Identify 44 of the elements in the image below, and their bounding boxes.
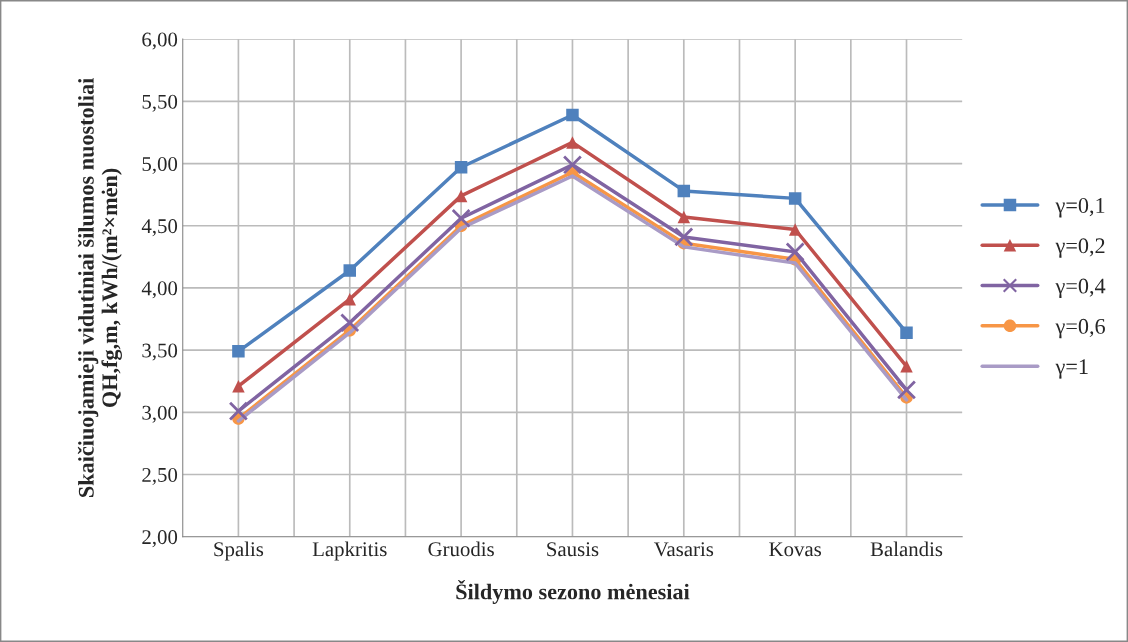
point: [454, 161, 468, 174]
x-tick-label: Spalis: [214, 541, 264, 561]
point: [562, 155, 583, 175]
point: [788, 223, 802, 236]
y-tick-label: 4,00: [141, 281, 178, 299]
point: [343, 292, 357, 306]
x-tick-label: Gruodis: [428, 541, 494, 557]
legend-label: γ=0,6: [1055, 318, 1105, 339]
point: [788, 192, 802, 205]
point: [677, 184, 691, 198]
point: [566, 136, 579, 149]
legend-label: γ=1: [1055, 359, 1088, 379]
point: [340, 313, 360, 333]
point: [232, 345, 245, 358]
legend-label: γ=0,1: [1055, 197, 1105, 218]
point: [228, 401, 249, 421]
x-axis-title: Šildymo sezono mėnesiai: [456, 579, 690, 604]
point: [232, 379, 245, 393]
point: [454, 189, 468, 203]
point: [566, 108, 579, 122]
y-axis-title: Skaičiuojamieji vidutiniai šilumos nuostoliai QH,fg,m, kWh/(m²×mėn): [77, 78, 122, 497]
y-tick-label: 5,00: [142, 156, 178, 174]
point: [677, 210, 691, 224]
point: [674, 227, 694, 247]
legend-label: γ=0,2: [1055, 238, 1105, 258]
legend-label: γ=0,4: [1055, 278, 1106, 299]
y-tick-label: 4,50: [141, 219, 178, 237]
y-tick-label: 3,00: [142, 405, 178, 423]
point: [785, 242, 805, 262]
x-tick-label: Sausis: [547, 542, 599, 557]
y-tick-label: 6,00: [142, 32, 178, 50]
x-tick-label: Kovas: [769, 542, 822, 557]
x-tick-label: Vasaris: [653, 542, 714, 557]
point: [896, 380, 917, 400]
y-tick-label: 2,50: [142, 467, 178, 485]
x-tick-label: Balandis: [870, 541, 943, 557]
point: [343, 264, 357, 277]
point: [900, 326, 913, 339]
point: [900, 360, 913, 373]
y-tick-label: 2,00: [142, 530, 178, 548]
y-tick-label: 5,50: [142, 94, 178, 112]
point: [451, 208, 471, 228]
x-tick-label: Lapkritis: [312, 541, 387, 561]
y-tick-label: 3,50: [142, 343, 178, 361]
